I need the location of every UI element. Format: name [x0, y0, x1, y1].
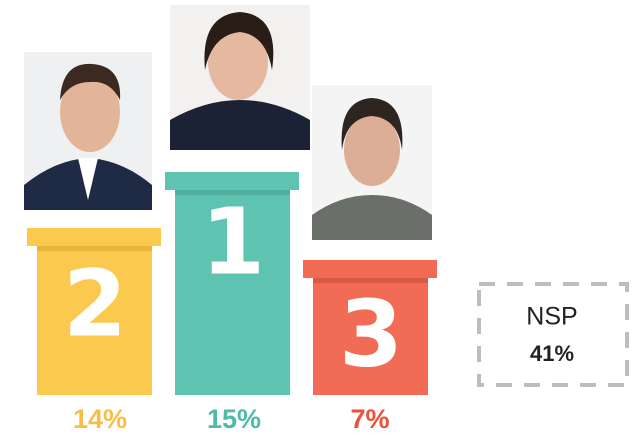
candidate-photo [170, 5, 310, 150]
podium-graphic: 2 14% 1 15% 3 7% NSP 41% [0, 0, 639, 438]
undecided-box [479, 284, 627, 385]
result: 15% [207, 404, 261, 434]
rank-number: 1 [201, 188, 265, 295]
result: 14% [73, 404, 127, 434]
rank-number: 3 [339, 280, 403, 387]
candidate-photo [24, 52, 152, 210]
podium-cap [27, 228, 161, 246]
rank-number: 2 [63, 250, 127, 357]
podium-cap [303, 260, 437, 278]
undecided-label: NSP [526, 303, 577, 331]
candidate-photo [312, 85, 432, 240]
undecided-result: 41% [530, 341, 574, 366]
podium-cap [165, 172, 299, 190]
result: 7% [350, 404, 389, 434]
page: {"podium": [ {"rank": "2", "result": "14… [0, 0, 639, 438]
